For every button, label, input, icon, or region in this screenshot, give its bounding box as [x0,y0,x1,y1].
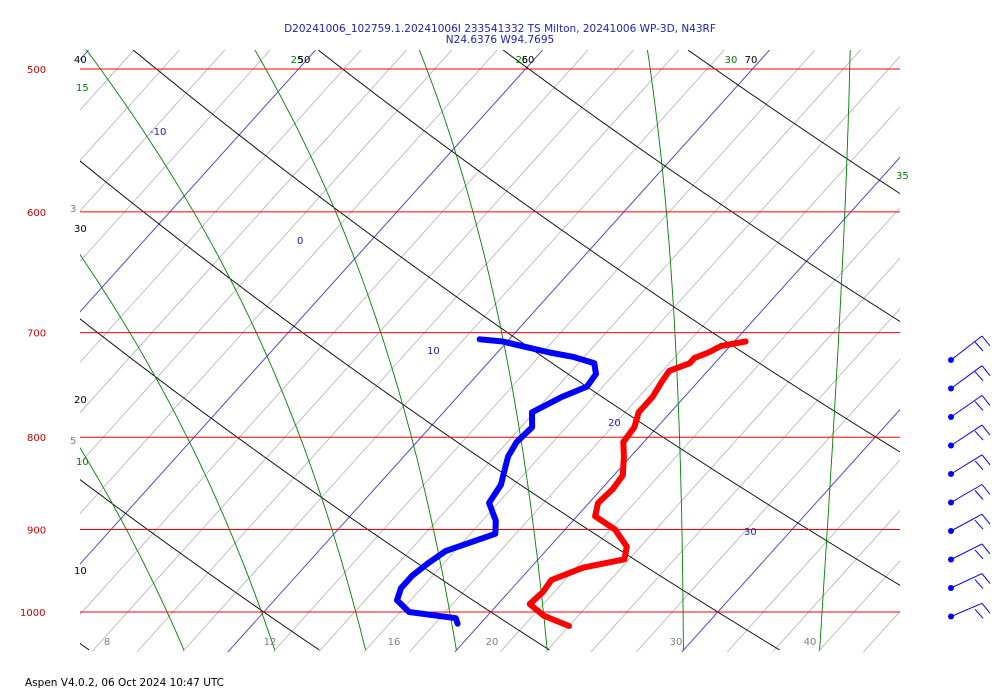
isotherm-minor-line [772,509,900,652]
dry-adiabat-line [80,642,90,651]
isotherm-minor-line [182,50,725,652]
moist-adiabat-line [254,50,457,651]
isotherm-minor-line [80,50,498,515]
wind-barb [948,365,991,392]
isotherm-minor-line [590,308,900,652]
title-line-2: N24.6376 W94.7695 [445,34,555,46]
isotherm-minor-line [80,50,362,363]
moist-adiabat-line [80,447,185,651]
mixing-ratio-label: 5 [70,436,76,447]
dry-adiabat-label: 20 [74,395,87,406]
isotherm-minor-line [80,50,453,464]
isotherm-line [80,50,543,565]
isotherm-minor-line [726,459,900,652]
isotherm-label: 10 [427,346,440,357]
isotherm-minor-line [363,55,900,652]
wind-barb [948,484,991,506]
temperature-tick-label: 12 [264,637,277,648]
top-line-label: 60 [522,55,535,66]
top-line-label: 25 [291,55,304,66]
isotherm-line [681,408,900,652]
pressure-tick-label: 500 [27,65,46,76]
pressure-tick-label: 900 [27,525,46,536]
temperature-profile-line [526,338,749,629]
isotherm-minor-line [817,560,900,652]
isotherm-label: -10 [150,127,166,138]
wind-barb [948,543,991,563]
moist-adiabat-line [646,50,684,651]
isotherm-minor-line [318,50,861,652]
pressure-tick-label: 800 [27,433,46,444]
moist-adiabat-label: 10 [76,457,89,468]
isotherm-minor-line [80,50,589,615]
top-line-label: 25 [516,55,529,66]
wind-barb [948,394,991,420]
title-line-1: D20241006_102759.1.20241006I 233541332 T… [284,23,716,35]
isotherm-line [454,156,900,652]
isotherm-label: 20 [608,418,621,429]
isotherm-minor-line [545,257,900,652]
wind-barb [948,573,991,591]
dry-adiabat-label: 10 [74,566,87,577]
isotherm-minor-line [91,50,634,652]
moist-adiabat-label: 15 [76,83,89,94]
isotherm-line [909,50,1000,652]
moist-adiabat-line [819,50,851,651]
isotherm-minor-line [863,610,900,652]
isotherm-line [80,50,316,313]
isotherm-line [80,50,89,61]
isotherm-line [227,50,770,652]
wind-barb [948,513,991,534]
top-line-label: 50 [298,55,311,66]
isotherm-minor-line [499,207,900,652]
dewpoint-profile-line [394,336,599,627]
isotherm-minor-line [954,50,1000,652]
dry-adiabat-line [317,50,900,453]
temperature-tick-label: 40 [804,637,817,648]
dry-adiabat-label: 40 [74,55,87,66]
moist-adiabat-line [80,253,276,651]
temperature-tick-label: 8 [104,637,110,648]
isotherm-minor-line [136,50,680,652]
wind-barb [948,335,991,363]
dry-adiabat-line [502,50,900,323]
top-line-label: 30 [725,55,738,66]
moist-adiabat-line [418,50,548,651]
wind-barb-column [948,335,991,620]
wind-barb [948,602,991,620]
pressure-tick-label: 1000 [20,608,45,619]
chart-title: D20241006_102759.1.20241006I 233541332 T… [0,24,1000,46]
pressure-tick-label: 700 [27,329,46,340]
isotherm-minor-line [80,50,407,414]
dry-adiabat-line [80,479,320,651]
dry-adiabat-line [80,318,550,651]
footer-version: Aspen V4.0.2, 06 Oct 2024 10:47 UTC [25,677,225,689]
temperature-tick-label: 20 [486,637,499,648]
isotherm-label: 0 [297,236,303,247]
isotherm-minor-line [636,358,900,652]
moist-adiabat-label: 35 [896,171,909,182]
dry-adiabat-line [80,160,780,651]
moist-adiabat-line [85,50,367,651]
isotherm-minor-line [80,50,135,111]
isotherm-label: 30 [744,527,757,538]
dry-adiabat-line [687,50,900,195]
top-line-label: 70 [745,55,758,66]
dry-adiabat-label: 30 [74,224,87,235]
wind-barb [948,424,991,449]
plot-area [0,50,1000,652]
pressure-tick-label: 600 [27,208,46,219]
temperature-tick-label: 30 [670,637,683,648]
mixing-ratio-label: 3 [70,204,76,215]
wind-barb [948,454,991,477]
temperature-tick-label: 16 [388,637,401,648]
isotherm-minor-line [80,50,226,212]
isotherm-minor-line [80,50,271,262]
isotherm-minor-line [80,50,180,161]
isotherm-minor-line [0,50,43,652]
isotherm-minor-line [409,106,900,652]
